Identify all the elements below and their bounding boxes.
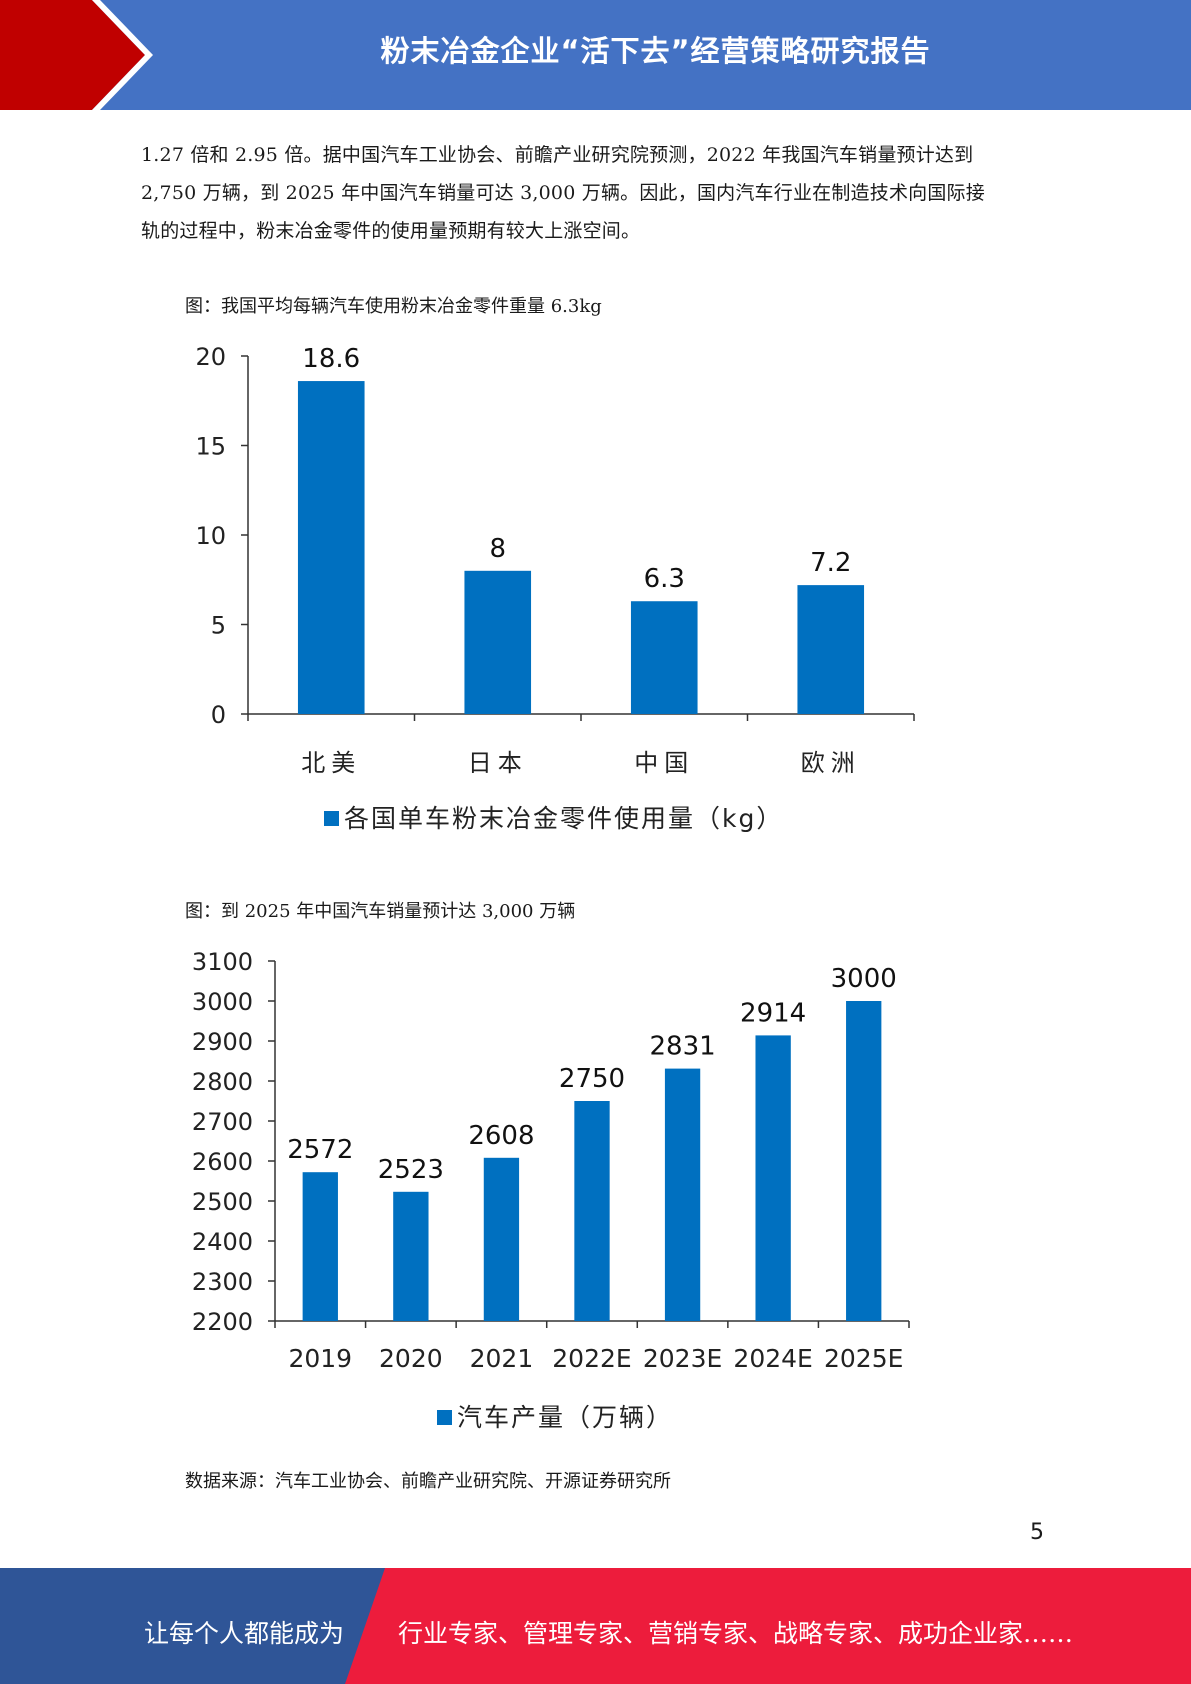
y-tick-label: 2500 [192,1188,253,1216]
bar [755,1035,791,1321]
x-category-label: 欧洲 [801,749,861,777]
legend-label: 各国单车粉末冶金零件使用量（kg） [344,804,783,833]
figure2-caption: 图：到 2025 年中国汽车销量预计达 3,000 万辆 [185,901,576,922]
header-banner: 粉末冶金企业“活下去”经营策略研究报告 [0,0,1191,110]
y-tick-label: 2700 [192,1108,253,1136]
legend-swatch [324,811,339,826]
y-tick-label: 3100 [192,948,253,976]
figure1-bar-chart: 0 5 10 15 20 18.6 北美 8 日本 6.3 中国 7.2 欧洲各国单车粉末冶金零件使用量… [195,343,915,833]
footer-background [0,1568,1191,1684]
bar-data-label: 2572 [287,1135,353,1165]
y-tick-label: 2400 [192,1228,253,1256]
x-category-label: 2019 [288,1344,352,1373]
data-source: 数据来源：汽车工业协会、前瞻产业研究院、开源证券研究所 [185,1471,671,1492]
bar-data-label: 2750 [559,1064,625,1094]
body-line: 1.27 倍和 2.95 倍。据中国汽车工业协会、前瞻产业研究院预测，2022 … [141,144,974,166]
page-number: 5 [1030,1520,1044,1545]
y-tick-label: 2900 [192,1028,253,1056]
bar [297,381,365,714]
bar-data-label: 2914 [740,998,806,1028]
x-category-label: 中国 [634,749,694,777]
y-tick-label: 2300 [192,1268,253,1296]
bar-data-label: 8 [489,534,506,564]
y-tick-label: 2800 [192,1068,253,1096]
body-line: 轨的过程中，粉末冶金零件的使用量预期有较大上涨空间。 [141,220,641,242]
bar-data-label: 2523 [378,1155,444,1185]
figure1-caption: 图：我国平均每辆汽车使用粉末冶金零件重量 6.3kg [185,296,602,317]
report-title: 粉末冶金企业“活下去”经营策略研究报告 [380,34,931,68]
x-category-label: 2020 [379,1344,443,1373]
footer-slogan-right: 行业专家、管理专家、营销专家、战略专家、成功企业家…… [398,1619,1074,1648]
footer-banner: 让每个人都能成为 行业专家、管理专家、营销专家、战略专家、成功企业家…… [0,1568,1191,1684]
bar-data-label: 6.3 [644,564,685,594]
x-category-label: 2024E [733,1344,812,1373]
y-tick-label: 2600 [192,1148,253,1176]
bar-data-label: 2831 [649,1032,715,1062]
bar-data-label: 7.2 [810,548,851,578]
y-tick-label: 15 [195,433,226,461]
footer-slogan-left: 让每个人都能成为 [144,1619,345,1648]
legend-swatch [437,1410,452,1425]
y-tick-label: 10 [195,522,226,550]
bar [393,1191,429,1321]
x-category-label: 2021 [470,1344,534,1373]
bar [846,1001,882,1321]
bar [664,1068,701,1321]
bar [302,1172,338,1321]
body-line: 2,750 万辆，到 2025 年中国汽车销量可达 3,000 万辆。因此，国内… [141,182,985,204]
x-category-label: 2023E [643,1344,722,1373]
bar-data-label: 18.6 [302,344,360,374]
chevron-decoration [0,0,153,110]
bar [574,1101,610,1321]
x-category-label: 日本 [468,749,528,777]
y-tick-label: 0 [211,701,226,729]
x-category-label: 北美 [301,749,361,777]
y-tick-label: 3000 [192,988,253,1016]
bar [797,585,865,714]
bar [630,601,698,714]
body-paragraph: 1.27 倍和 2.95 倍。据中国汽车工业协会、前瞻产业研究院预测，2022 … [141,136,1041,250]
x-category-label: 2025E [824,1344,903,1373]
bar-data-label: 2608 [468,1121,534,1151]
y-tick-label: 5 [211,612,226,640]
y-tick-label: 2200 [192,1308,253,1336]
y-tick-label: 20 [195,343,226,371]
figure2-bar-chart: 2200 2300 2400 2500 2600 2700 2800 2900 3000 3100… [192,948,910,1432]
bar [483,1157,520,1321]
x-category-label: 2022E [552,1344,631,1373]
bar-data-label: 3000 [831,964,897,994]
legend-label: 汽车产量（万辆） [457,1403,673,1432]
bar [464,570,532,714]
